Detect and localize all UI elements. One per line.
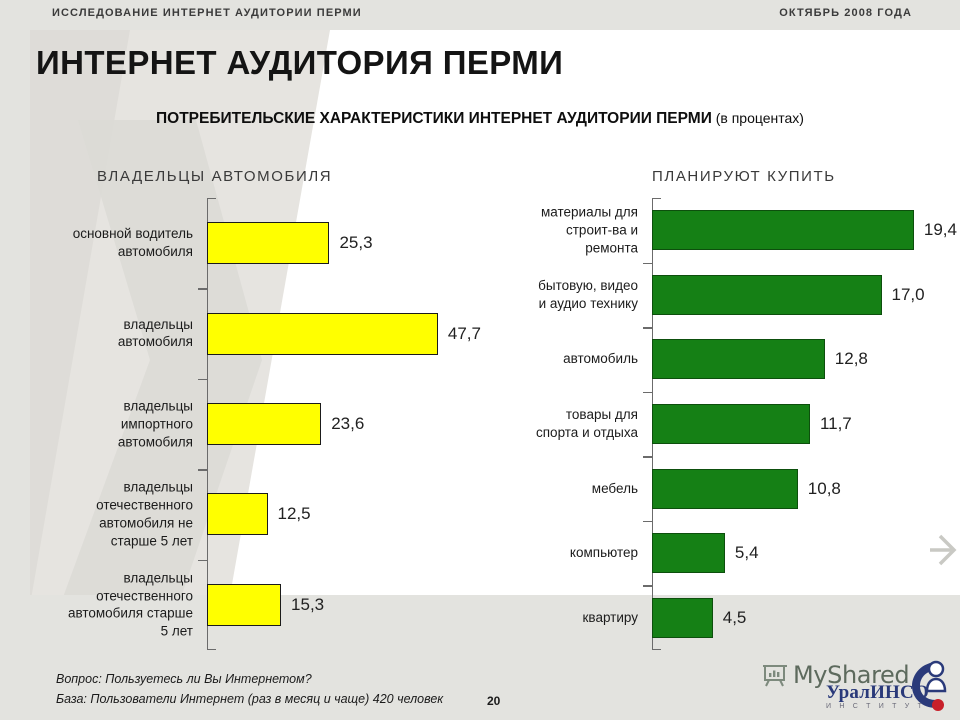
subtitle-main: ПОТРЕБИТЕЛЬСКИЕ ХАРАКТЕРИСТИКИ ИНТЕРНЕТ … [156, 110, 712, 127]
chart-bar[interactable] [207, 222, 330, 265]
chart-bar[interactable] [652, 274, 882, 315]
bar-value-label: 25,3 [339, 233, 373, 253]
bar-category-label: компьютер [569, 545, 638, 561]
uralinso-logo: УралИНСО И Н С Т И Т У Т [826, 682, 929, 710]
bar-value-label: 19,4 [923, 220, 957, 240]
chart-bar-row: 12,5 владельцы отечественного автомобиля не… [96, 480, 457, 548]
myshared-watermark: MyShared [762, 661, 910, 689]
header-study-label: ИССЛЕДОВАНИЕ ИНТЕРНЕТ АУДИТОРИИ ПЕРМИ [52, 7, 362, 19]
axis-tick [198, 288, 207, 290]
chart-bar[interactable] [652, 210, 914, 251]
chart-bar[interactable] [207, 403, 322, 445]
page-number: 20 [487, 694, 501, 708]
bar-value-label: 11,7 [819, 414, 852, 433]
chart-bar-row: 10,8 мебель [592, 468, 932, 509]
bar-value-label: 47,7 [447, 323, 481, 343]
bar-category-label: основной водитель автомобиля [72, 226, 193, 260]
chart-bar[interactable] [652, 404, 810, 444]
bar-category-label: владельцы автомобиля [117, 316, 193, 350]
uralinso-sublabel: И Н С Т И Т У Т [826, 703, 926, 710]
bar-value-label: 23,6 [331, 414, 365, 433]
uralinso-label: УралИНСО [826, 682, 929, 703]
bar-category-label: мебель [591, 480, 638, 496]
presentation-chart-icon [763, 665, 787, 687]
subtitle-units: (в процентах) [711, 110, 804, 126]
chart-bar-row: 19,4 материалы для строит-ва и ремонта [541, 205, 957, 256]
chart-bar[interactable] [652, 597, 713, 638]
bar-value-label: 4,5 [722, 607, 747, 627]
chart-bar[interactable] [207, 312, 438, 355]
left-bar-chart: 25,3 основной водитель автомобиля 47,7 владе… [68, 198, 481, 650]
bar-category-label: товары для спорта и отдыха [536, 407, 638, 440]
axis-cap [652, 198, 661, 200]
axis-cap [207, 198, 216, 200]
header-date-label: ОКТЯБРЬ 2008 ГОДА [779, 7, 912, 19]
chart-bar-row: 15,3 владельцы отечественного автомобиля ст… [68, 570, 457, 638]
bar-category-label: квартиру [582, 609, 638, 625]
chart-bar-row: 5,4 компьютер [570, 533, 932, 574]
axis-tick [643, 456, 652, 458]
right-chart-title: ПЛАНИРУЮТ КУПИТЬ [652, 168, 836, 185]
bar-value-label: 17,0 [891, 284, 925, 304]
bar-value-label: 12,5 [277, 504, 311, 524]
left-edge-strip [0, 30, 30, 595]
axis-cap [207, 648, 216, 650]
bar-value-label: 15,3 [291, 594, 325, 614]
bar-value-label: 5,4 [734, 543, 759, 563]
chart-bar[interactable] [207, 493, 268, 536]
chart-bar-row: 4,5 квартиру [583, 597, 932, 638]
chart-bar[interactable] [207, 583, 282, 626]
axis-tick [643, 391, 652, 394]
bar-category-label: материалы для строит-ва и ремонта [541, 204, 638, 256]
right-bar-chart: 19,4 материалы для строит-ва и ремонта 17,0 б… [536, 198, 957, 650]
uralinso-person-icon [912, 660, 947, 711]
footer-question: Вопрос: Пользуетесь ли Вы Интернетом? [56, 672, 312, 686]
axis-tick [198, 559, 207, 561]
left-chart-title: ВЛАДЕЛЬЦЫ АВТОМОБИЛЯ [97, 168, 333, 185]
top-band [0, 0, 960, 30]
chart-bar[interactable] [652, 533, 725, 574]
page-title: ИНТЕРНЕТ АУДИТОРИЯ ПЕРМИ [36, 44, 564, 81]
axis-tick [643, 327, 652, 329]
chart-bar[interactable] [652, 339, 825, 380]
bar-category-label: владельцы импортного автомобиля [117, 398, 193, 449]
axis-tick [198, 469, 207, 471]
bar-value-label: 10,8 [807, 478, 841, 498]
bottom-band [0, 595, 960, 720]
axis-tick [643, 262, 652, 264]
axis-tick [643, 520, 652, 523]
chart-bar[interactable] [652, 468, 798, 509]
bar-category-label: бытовую, видео и аудио технику [538, 278, 638, 311]
bar-category-label: владельцы отечественного автомобиля старше… [67, 570, 193, 639]
chart-bar-row: 47,7 владельцы автомобиля [118, 312, 481, 355]
chart-bar-row: 25,3 основной водитель автомобиля [73, 222, 457, 265]
axis-tick [198, 378, 207, 381]
chart-bar-row: 12,8 автомобиль [563, 339, 932, 380]
footer-base: База: Пользователи Интернет (раз в месяц… [56, 692, 444, 706]
bar-category-label: владельцы отечественного автомобиля не стар… [96, 479, 193, 549]
myshared-label: MyShared [793, 661, 910, 689]
bar-category-label: автомобиль [563, 351, 638, 367]
chart-bar-row: 17,0 бытовую, видео и аудио технику [538, 274, 932, 315]
bar-value-label: 12,8 [834, 349, 868, 369]
axis-cap [652, 648, 661, 650]
page-subtitle: ПОТРЕБИТЕЛЬСКИЕ ХАРАКТЕРИСТИКИ ИНТЕРНЕТ … [0, 110, 960, 128]
chart-bar-row: 11,7 товары для спорта и отдыха [536, 404, 932, 444]
chart-bar-row: 23,6 владельцы импортного автомобиля [118, 398, 457, 449]
axis-tick [643, 585, 652, 587]
